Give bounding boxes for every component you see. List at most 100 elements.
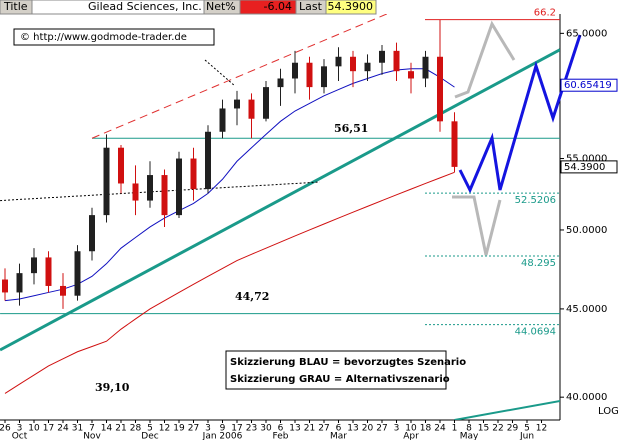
header-last-label: Last bbox=[299, 0, 323, 13]
candle-body bbox=[292, 62, 298, 79]
x-tick-label: 3 bbox=[205, 424, 211, 434]
x-tick-label: 7 bbox=[89, 424, 95, 434]
x-tick-label: 6 bbox=[336, 424, 342, 434]
watermark-box bbox=[13, 28, 215, 46]
y-tick-label: 65.0000 bbox=[566, 28, 607, 39]
candle-body bbox=[379, 50, 385, 63]
trend-line bbox=[0, 48, 560, 352]
x-tick-label: 6 bbox=[278, 424, 284, 434]
candle-body bbox=[306, 62, 313, 88]
annotation: 44,72 bbox=[235, 290, 269, 303]
x-tick-label: 10 bbox=[28, 424, 40, 434]
month-label: Jan 2006 bbox=[202, 432, 243, 440]
trend-line bbox=[91, 14, 388, 139]
x-tick-label: 10 bbox=[405, 424, 417, 434]
x-tick-label: 5 bbox=[147, 424, 153, 434]
candle-body bbox=[335, 56, 342, 67]
x-tick-label: 1 bbox=[452, 424, 458, 434]
log-label: LOG bbox=[598, 406, 618, 417]
gray-scenario bbox=[454, 20, 516, 99]
candle-body bbox=[118, 147, 124, 184]
candle-body bbox=[45, 257, 52, 286]
candle-body bbox=[422, 56, 429, 79]
candle-body bbox=[248, 99, 255, 119]
x-tick-label: 12 bbox=[536, 424, 547, 434]
x-tick-label: 12 bbox=[159, 424, 170, 434]
candle-body bbox=[132, 183, 139, 201]
candle-body bbox=[190, 158, 197, 190]
candle-body bbox=[408, 71, 414, 79]
month-label: Dec bbox=[141, 432, 158, 440]
month-label: Oct bbox=[12, 432, 28, 440]
candle-body bbox=[161, 175, 168, 216]
x-tick-label: 27 bbox=[188, 424, 199, 434]
legend-text: Skizzierung BLAU = bevorzugtes Szenario bbox=[230, 357, 466, 368]
price-tag: 54.3900 bbox=[564, 162, 605, 173]
legend-text: Skizzierung GRAU = Alternativszenario bbox=[230, 374, 450, 385]
sketch-line bbox=[204, 59, 236, 87]
header-title-label: Title bbox=[3, 0, 28, 13]
candle-body bbox=[89, 215, 95, 252]
x-tick-label: 27 bbox=[376, 424, 387, 434]
x-tick-label: 21 bbox=[115, 424, 126, 434]
x-tick-label: 24 bbox=[434, 424, 446, 434]
watermark: © http://www.godmode-trader.de bbox=[20, 32, 187, 43]
month-label: Mar bbox=[330, 432, 347, 440]
moving-average bbox=[4, 171, 455, 394]
x-tick-label: 28 bbox=[130, 424, 142, 434]
trend-line bbox=[0, 181, 320, 202]
candle-body bbox=[60, 285, 66, 296]
header-cell bbox=[325, 0, 377, 15]
candle-body bbox=[205, 131, 211, 190]
candle-body bbox=[234, 99, 240, 109]
candle-body bbox=[437, 56, 443, 122]
month-label: Feb bbox=[273, 432, 289, 440]
candle-body bbox=[321, 66, 327, 88]
x-tick-label: 22 bbox=[492, 424, 503, 434]
level-label: 44.0694 bbox=[515, 327, 556, 338]
x-tick-label: 13 bbox=[347, 424, 358, 434]
price-tag: 60.65419 bbox=[564, 80, 612, 91]
x-tick-label: 17 bbox=[43, 424, 54, 434]
candle-body bbox=[31, 257, 37, 274]
x-tick-label: 5 bbox=[524, 424, 530, 434]
x-tick-label: 31 bbox=[72, 424, 83, 434]
annotation: 39,10 bbox=[95, 381, 130, 394]
price-tag-box bbox=[560, 78, 618, 92]
x-tick-label: 18 bbox=[420, 424, 432, 434]
x-tick-label: 15 bbox=[478, 424, 489, 434]
candle-body bbox=[263, 87, 269, 119]
candle-body bbox=[2, 279, 8, 293]
level-label: 52.5206 bbox=[515, 195, 556, 206]
y-tick-label: 50.0000 bbox=[566, 225, 607, 236]
candle-body bbox=[393, 50, 400, 72]
x-tick-label: 29 bbox=[507, 424, 519, 434]
candle-body bbox=[364, 62, 371, 72]
x-tick-label: 3 bbox=[17, 424, 23, 434]
y-tick-label: 45.0000 bbox=[566, 304, 607, 315]
x-tick-label: 21 bbox=[304, 424, 315, 434]
x-tick-label: 23 bbox=[246, 424, 257, 434]
candle-body bbox=[74, 251, 81, 296]
y-tick-label: 55.0000 bbox=[566, 154, 607, 165]
x-tick-label: 30 bbox=[260, 424, 272, 434]
level-label: 66.2 bbox=[534, 8, 556, 19]
header-name: Gilead Sciences, Inc. bbox=[88, 0, 202, 13]
month-label: May bbox=[460, 432, 479, 440]
x-tick-label: 17 bbox=[231, 424, 242, 434]
x-tick-label: 9 bbox=[220, 424, 226, 434]
month-label: Apr bbox=[403, 432, 419, 440]
legend-box bbox=[225, 350, 447, 390]
x-tick-label: 8 bbox=[466, 424, 472, 434]
plot-area bbox=[0, 14, 560, 420]
blue-scenario bbox=[458, 34, 582, 194]
x-tick-label: 19 bbox=[173, 424, 185, 434]
y-tick-label: 40.0000 bbox=[566, 392, 607, 403]
header-last-value: 54.3900 bbox=[328, 0, 374, 13]
price-tag-box bbox=[560, 160, 618, 174]
trend-line bbox=[454, 399, 560, 420]
level-label: 48.295 bbox=[521, 258, 556, 269]
month-label: Nov bbox=[83, 432, 101, 440]
candle-body bbox=[350, 56, 356, 72]
